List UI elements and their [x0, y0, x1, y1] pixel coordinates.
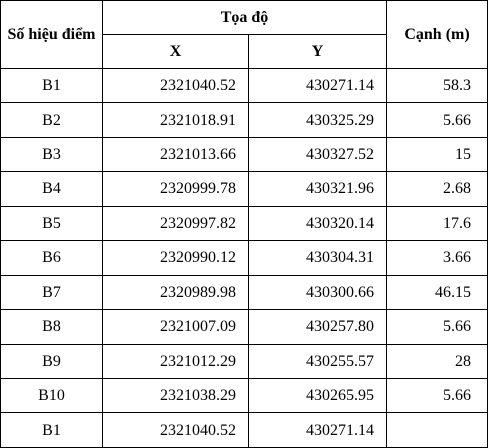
table-row: B3 2321013.66 430327.52 15 [0, 136, 488, 173]
point-id-cell: B1 [0, 412, 103, 448]
y-cell: 430327.52 [247, 136, 388, 173]
point-id-cell: B1 [0, 67, 103, 104]
table-body: B1 2321040.52 430271.14 58.3 B2 2321018.91 430… [0, 67, 488, 448]
point-id-cell: B8 [0, 309, 103, 345]
edge-length-cell: 58.3 [386, 67, 488, 104]
coordinates-header: Tọa độ [101, 0, 388, 35]
point-id-cell: B2 [0, 102, 103, 138]
edge-length-cell: 28 [386, 343, 488, 379]
y-cell: 430325.29 [247, 102, 388, 138]
x-cell: 2321038.29 [102, 377, 249, 414]
subheader-row: X Y [1, 34, 488, 69]
point-id-cell: B6 [0, 240, 103, 276]
x-cell: 2321040.52 [102, 412, 249, 448]
point-id-cell: B7 [0, 274, 103, 311]
point-id-cell: B3 [0, 136, 103, 173]
point-id-cell: B9 [0, 343, 103, 379]
edge-length-cell: 2.68 [386, 171, 488, 207]
y-cell: 430321.96 [247, 171, 388, 207]
table-row: B1 2321040.52 430271.14 58.3 [0, 67, 488, 104]
table-row: B4 2320999.78 430321.96 2.68 [0, 171, 488, 207]
table-row: B10 2321038.29 430265.95 5.66 [0, 377, 488, 414]
table-row: B2 2321018.91 430325.29 5.66 [0, 102, 488, 138]
edge-length-cell: 15 [386, 136, 488, 173]
x-cell: 2320997.82 [102, 205, 249, 242]
x-cell: 2321007.09 [102, 309, 249, 345]
table-row: B8 2321007.09 430257.80 5.66 [0, 309, 488, 345]
edge-length-cell: 5.66 [386, 309, 488, 345]
x-cell: 2320990.12 [102, 240, 249, 276]
edge-length-cell: 46.15 [386, 274, 488, 311]
point-id-cell: B10 [0, 377, 103, 414]
y-cell: 430300.66 [247, 274, 388, 311]
y-cell: 430271.14 [247, 412, 388, 448]
y-cell: 430255.57 [247, 343, 388, 379]
x-header: X [102, 34, 249, 69]
edge-length-cell: 17.6 [386, 205, 488, 242]
table-row: B6 2320990.12 430304.31 3.66 [0, 240, 488, 276]
y-cell: 430320.14 [247, 205, 388, 242]
y-cell: 430257.80 [247, 309, 388, 345]
edge-length-header: Cạnh (m) [386, 0, 488, 69]
header-row: Số hiệu điểm Tọa độ Cạnh (m) [0, 0, 488, 69]
table-row: B7 2320989.98 430300.66 46.15 [0, 274, 488, 311]
x-cell: 2321013.66 [102, 136, 249, 173]
y-cell: 430304.31 [247, 240, 388, 276]
y-cell: 430271.14 [247, 67, 388, 104]
x-cell: 2320999.78 [102, 171, 249, 207]
x-cell: 2321018.91 [102, 102, 249, 138]
table-row: B1 2321040.52 430271.14 [0, 412, 488, 448]
y-header: Y [247, 34, 388, 69]
edge-length-cell: 5.66 [386, 102, 488, 138]
x-cell: 2320989.98 [102, 274, 249, 311]
x-cell: 2321040.52 [102, 67, 249, 104]
edge-length-cell: 3.66 [386, 240, 488, 276]
point-id-cell: B4 [0, 171, 103, 207]
edge-length-cell: 5.66 [386, 377, 488, 414]
point-id-header: Số hiệu điểm [0, 0, 103, 69]
table-row: B5 2320997.82 430320.14 17.6 [0, 205, 488, 242]
edge-length-cell [386, 412, 488, 448]
point-id-cell: B5 [0, 205, 103, 242]
x-cell: 2321012.29 [102, 343, 249, 379]
y-cell: 430265.95 [247, 377, 388, 414]
table-row: B9 2321012.29 430255.57 28 [0, 343, 488, 379]
